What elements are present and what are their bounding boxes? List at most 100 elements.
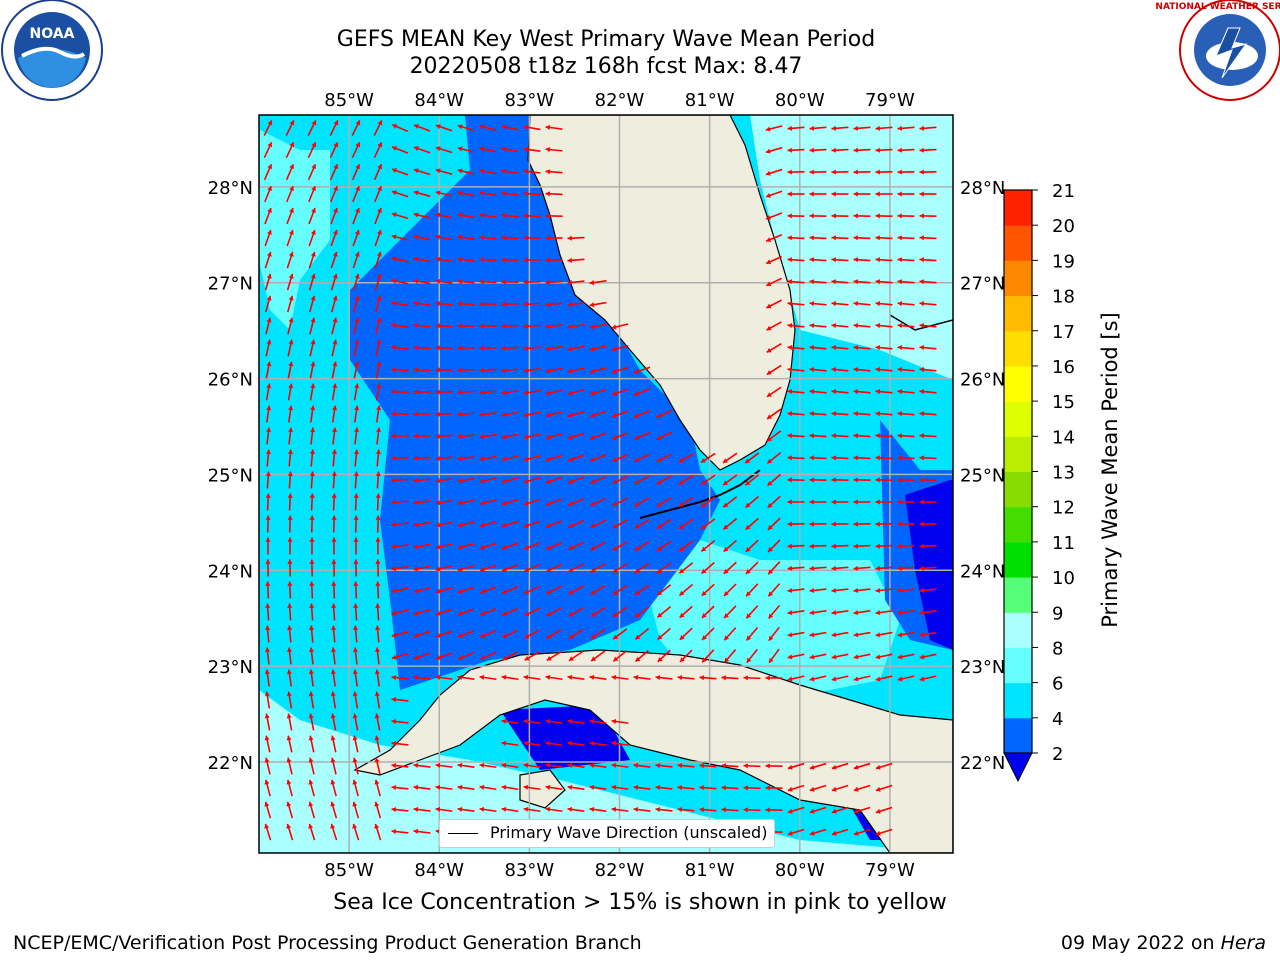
wave-arrow — [657, 649, 671, 663]
wave-arrow — [722, 474, 738, 486]
wave-arrow — [374, 779, 381, 797]
wave-arrow — [655, 674, 673, 681]
wave-arrow — [765, 807, 783, 813]
wave-arrow — [413, 499, 431, 506]
wave-arrow — [590, 606, 606, 618]
wave-arrow — [391, 565, 409, 572]
colorbar-segment — [1004, 471, 1032, 508]
wave-arrow — [391, 784, 409, 791]
wave-arrow — [766, 452, 782, 464]
wave-arrow — [875, 587, 893, 594]
wave-arrow — [853, 543, 871, 549]
wave-arrow — [875, 675, 893, 682]
wave-arrow — [765, 763, 783, 769]
wave-arrow — [286, 273, 294, 291]
wave-arrow — [919, 213, 937, 219]
wave-arrow — [286, 251, 294, 269]
wave-arrow — [391, 718, 409, 725]
wave-arrow — [264, 207, 272, 225]
wave-arrow — [875, 609, 893, 616]
wave-arrow — [435, 256, 453, 263]
lon-label-bottom: 79°W — [865, 860, 915, 881]
wave-arrow — [919, 587, 937, 594]
wave-arrow — [897, 433, 915, 439]
wave-arrow — [809, 301, 827, 307]
wave-arrow — [589, 806, 607, 812]
wave-arrow — [875, 411, 893, 417]
wave-arrow — [308, 207, 316, 225]
wave-arrow — [787, 455, 805, 461]
wave-arrow — [375, 603, 381, 621]
wave-arrow — [331, 449, 337, 467]
wave-arrow — [545, 389, 563, 396]
wave-arrow — [831, 477, 849, 483]
lon-label-top: 85°W — [324, 90, 374, 111]
wave-arrow — [523, 257, 541, 263]
wave-arrow — [501, 257, 519, 263]
wave-arrow — [787, 147, 805, 153]
wave-arrow — [501, 390, 519, 396]
wave-arrow — [309, 361, 316, 379]
wave-arrow — [831, 235, 849, 241]
wave-arrow — [567, 389, 585, 396]
wave-arrow — [655, 762, 673, 769]
wave-arrow — [479, 674, 497, 681]
wave-arrow — [634, 562, 650, 574]
wave-arrow — [375, 427, 382, 445]
wave-arrow — [413, 124, 431, 132]
wave-arrow — [809, 257, 827, 263]
zone-8-9s-south — [259, 690, 953, 853]
colorbar-tick-label: 14 — [1052, 427, 1075, 448]
wave-arrow — [353, 383, 360, 401]
wave-arrow — [875, 521, 893, 527]
wave-arrow — [897, 675, 915, 682]
wave-arrow — [457, 543, 475, 550]
wave-arrow — [264, 779, 271, 797]
wave-arrow — [853, 323, 871, 329]
wave-arrow — [919, 499, 937, 505]
wave-arrow — [374, 669, 380, 687]
lat-label-left: 23°N — [208, 657, 253, 678]
lat-label-left: 26°N — [208, 370, 253, 391]
colorbar-segment — [1004, 647, 1032, 684]
wave-arrow — [287, 493, 293, 511]
wave-arrow — [309, 625, 315, 643]
wave-arrow — [897, 235, 915, 241]
wave-arrow — [590, 584, 606, 596]
wave-arrow — [413, 389, 431, 395]
wave-arrow — [374, 251, 382, 269]
lat-label-left: 25°N — [208, 465, 253, 486]
wave-arrow — [285, 120, 295, 136]
wave-arrow — [722, 517, 738, 531]
wave-arrow — [767, 473, 781, 487]
wave-arrow — [831, 345, 849, 351]
wave-arrow — [809, 191, 827, 197]
wave-arrow — [523, 585, 541, 595]
wave-arrow — [479, 520, 497, 528]
wave-arrow — [919, 345, 937, 351]
wave-arrow — [413, 477, 431, 483]
wave-arrow — [545, 235, 563, 241]
colorbar: 2 4 6 8 9 10 11 12 13 14 15 16 17 18 19 20 21 — [1003, 181, 1075, 783]
wave-arrow — [435, 234, 453, 241]
wave-arrow — [809, 828, 827, 836]
wave-arrow — [435, 301, 453, 307]
wave-arrow — [853, 125, 871, 131]
wave-arrow — [875, 367, 893, 373]
wave-arrow — [375, 339, 382, 357]
wave-arrow — [743, 763, 761, 769]
wave-arrow — [501, 520, 519, 528]
wave-arrow — [699, 763, 717, 769]
wave-arrow — [286, 713, 293, 731]
wave-arrow — [523, 520, 541, 528]
wave-arrow — [919, 367, 937, 373]
wave-arrow — [391, 762, 409, 769]
wave-arrow — [286, 669, 292, 687]
wave-arrow — [374, 713, 381, 731]
wave-arrow — [721, 785, 739, 791]
wave-arrow — [265, 317, 272, 335]
colorbar-tick-label: 21 — [1052, 181, 1075, 202]
wave-arrow — [919, 235, 937, 241]
wave-arrow — [875, 784, 893, 792]
wave-arrow — [589, 718, 607, 724]
